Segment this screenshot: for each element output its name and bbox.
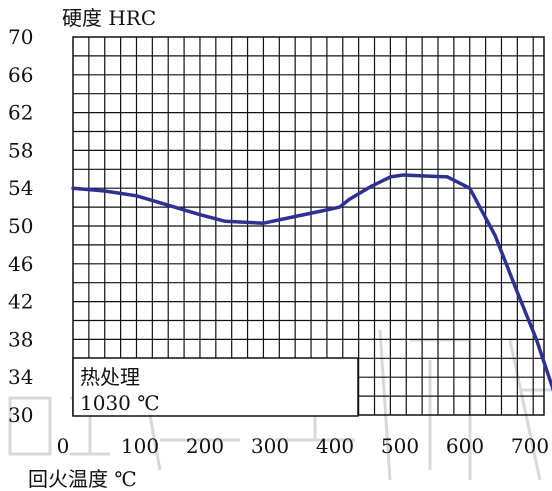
x-tick-label: 500 (381, 434, 419, 458)
y-tick-label: 46 (8, 252, 33, 276)
x-tick-label: 300 (251, 434, 289, 458)
y-tick-label: 34 (8, 365, 33, 389)
x-tick-label: 700 (511, 434, 549, 458)
y-tick-label: 30 (8, 403, 33, 427)
y-tick-label: 58 (8, 138, 33, 162)
x-tick-label: 600 (446, 434, 484, 458)
x-axis-title: 回火温度 ℃ (28, 467, 137, 491)
x-tick-label: 100 (121, 434, 159, 458)
y-tick-label: 70 (8, 25, 33, 49)
heat-treatment-annotation: 热处理 1030 ℃ (72, 357, 359, 417)
annotation-line-2: 1030 ℃ (80, 391, 160, 415)
x-axis-ticks: 0 100 200 300 400 500 600 700 (57, 434, 549, 458)
x-tick-label: 200 (186, 434, 224, 458)
x-tick-label: 0 (57, 434, 70, 458)
y-axis-ticks: 70 66 62 58 54 50 46 42 38 34 30 (8, 25, 33, 427)
y-tick-label: 54 (8, 176, 33, 200)
y-tick-label: 42 (8, 290, 33, 314)
annotation-box-frame (72, 357, 359, 417)
series-group (71, 173, 552, 392)
x-tick-label: 400 (316, 434, 354, 458)
annotation-line-1: 热处理 (80, 365, 140, 389)
y-tick-label: 66 (8, 63, 33, 87)
y-tick-label: 62 (8, 101, 33, 125)
y-axis-title: 硬度 HRC (62, 6, 156, 30)
y-tick-label: 38 (8, 327, 33, 351)
y-tick-label: 50 (8, 214, 33, 238)
